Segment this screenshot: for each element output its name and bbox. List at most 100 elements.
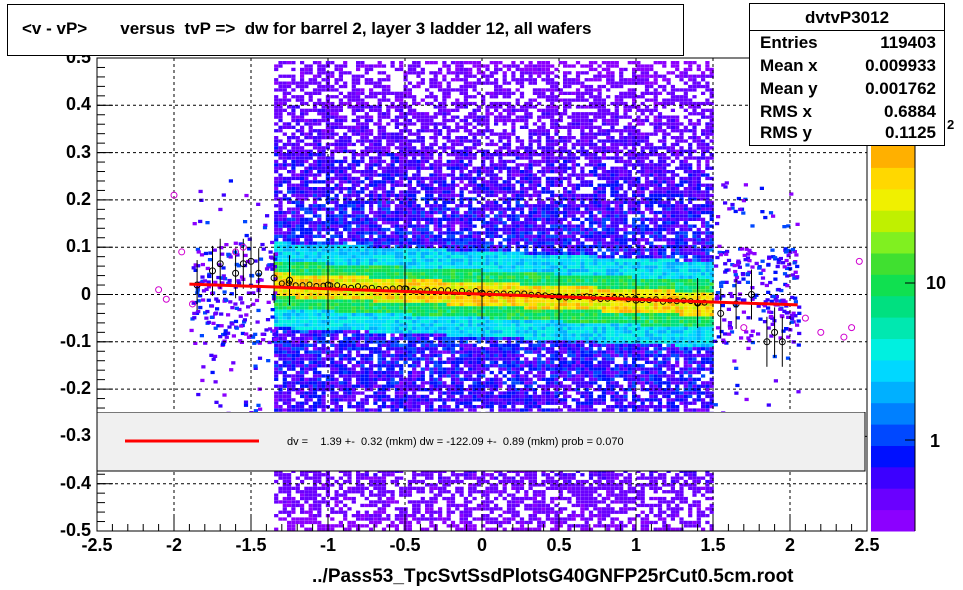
heat-cell — [394, 231, 399, 235]
heat-cell — [356, 217, 361, 221]
heat-cell — [425, 190, 430, 194]
heat-cell — [360, 170, 365, 174]
heat-cell — [317, 350, 322, 354]
heat-cell — [407, 153, 412, 157]
heat-cell — [463, 91, 468, 95]
heat-cell — [312, 234, 318, 238]
heat-cell — [442, 374, 447, 378]
heat-cell — [295, 272, 300, 276]
heat-cell — [295, 156, 300, 160]
heat-cell — [317, 234, 322, 238]
heat-cell — [433, 112, 438, 116]
heat-cell — [429, 115, 434, 119]
heat-cell — [312, 193, 318, 198]
heat-cell — [351, 193, 356, 198]
heat-cell — [459, 343, 464, 347]
heat-cell — [446, 265, 451, 269]
heat-cell — [287, 306, 292, 310]
heat-cell — [347, 323, 352, 327]
heat-cell — [455, 108, 460, 112]
heat-cell — [282, 268, 287, 273]
heat-cell — [321, 350, 326, 354]
heat-cell — [317, 118, 322, 123]
heat-cell — [438, 224, 443, 228]
heat-cell — [407, 326, 412, 330]
heat-cell — [360, 272, 365, 276]
heat-cell — [369, 193, 374, 198]
heat-cell — [300, 61, 305, 65]
heat-cell — [300, 112, 305, 116]
heat-cell — [308, 360, 313, 364]
heat-cell — [442, 309, 447, 313]
heat-cell — [463, 473, 468, 477]
heat-cell — [369, 234, 374, 238]
heat-cell — [416, 302, 421, 307]
heat-cell — [472, 282, 477, 286]
heat-cell — [343, 299, 348, 303]
heat-cell — [377, 78, 382, 82]
heat-cell — [407, 279, 412, 283]
heat-cell — [450, 265, 456, 269]
heat-cell — [472, 490, 477, 494]
heat-cell — [472, 398, 477, 402]
heat-cell — [438, 234, 443, 238]
heat-cell — [459, 473, 464, 477]
heat-cell — [347, 282, 352, 286]
heat-cell — [433, 139, 438, 143]
heat-cell — [425, 156, 430, 160]
heat-cell — [468, 507, 473, 511]
heat-cell — [399, 336, 404, 341]
heat-cell — [278, 166, 283, 170]
heat-cell — [433, 187, 438, 191]
heat-cell — [438, 364, 443, 368]
heat-cell — [433, 170, 438, 174]
heat-cell — [364, 313, 369, 317]
heat-cell — [416, 370, 421, 375]
heat-cell — [304, 520, 309, 525]
heat-cell — [282, 309, 287, 313]
heat-cell — [321, 156, 326, 160]
heat-cell — [334, 204, 339, 208]
heat-cell — [446, 231, 451, 235]
heat-cell — [291, 333, 296, 337]
heat-cell — [442, 61, 447, 65]
heat-cell — [429, 360, 434, 364]
heat-cell — [278, 112, 283, 116]
heat-cell — [274, 299, 279, 303]
heat-cell — [438, 88, 443, 92]
heat-cell — [412, 234, 417, 238]
heat-cell — [282, 319, 287, 324]
heat-cell — [334, 326, 339, 330]
heat-cell — [330, 132, 335, 136]
heat-cell — [304, 289, 309, 293]
heat-cell — [351, 214, 356, 218]
heat-cell — [429, 217, 434, 221]
heat-cell — [468, 115, 473, 119]
heat-cell — [442, 78, 447, 82]
heat-cell — [468, 132, 473, 136]
heat-cell — [291, 524, 296, 528]
heat-cell — [399, 353, 404, 358]
heat-cell — [459, 299, 464, 303]
heat-cell — [364, 292, 369, 296]
heat-cell — [381, 210, 387, 215]
heat-cell — [438, 275, 443, 279]
heat-cell — [321, 296, 326, 300]
heat-cell — [278, 340, 283, 344]
heat-cell — [459, 503, 464, 508]
heat-cell — [312, 122, 318, 126]
heat-cell — [442, 255, 447, 259]
heat-cell — [312, 200, 318, 204]
heat-cell — [373, 251, 378, 255]
heat-cell — [459, 285, 464, 290]
heat-cell — [356, 210, 361, 215]
heat-cell — [399, 251, 404, 255]
heat-cell — [373, 265, 378, 269]
heat-cell — [463, 388, 468, 392]
heat-cell — [356, 279, 361, 283]
heat-cell — [446, 340, 451, 344]
heat-cell — [287, 333, 292, 337]
heat-cell — [347, 173, 352, 177]
heat-cell — [412, 479, 417, 484]
heat-cell — [282, 483, 287, 487]
